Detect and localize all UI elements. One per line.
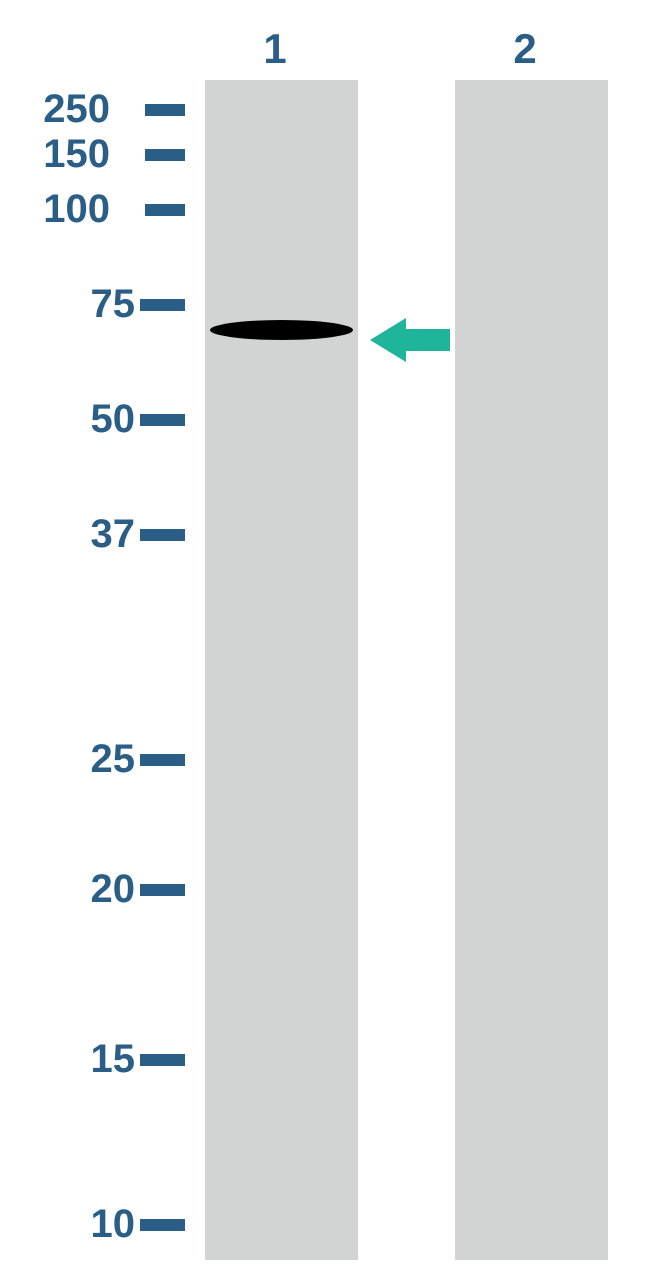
marker-label-37: 37: [55, 512, 135, 557]
protein-band: [210, 320, 353, 340]
marker-label-50: 50: [55, 397, 135, 442]
marker-label-100: 100: [30, 187, 110, 232]
marker-label-25: 25: [55, 737, 135, 782]
lane-2: [455, 80, 608, 1260]
lane-2-label: 2: [505, 25, 545, 73]
marker-label-15: 15: [55, 1037, 135, 1082]
marker-tick-100: [145, 204, 185, 216]
lane-1-label: 1: [255, 25, 295, 73]
marker-label-75: 75: [55, 282, 135, 327]
lane-1: [205, 80, 358, 1260]
marker-tick-250: [145, 104, 185, 116]
marker-tick-25: [140, 754, 185, 766]
marker-label-250: 250: [30, 87, 110, 132]
marker-tick-37: [140, 529, 185, 541]
marker-tick-150: [145, 149, 185, 161]
marker-tick-15: [140, 1054, 185, 1066]
indicator-arrow-icon: [370, 315, 450, 365]
marker-tick-50: [140, 414, 185, 426]
marker-label-20: 20: [55, 867, 135, 912]
marker-label-150: 150: [30, 132, 110, 177]
marker-tick-75: [140, 299, 185, 311]
blot-container: 1 2 250150 100 75 50 37 25 20 15 10: [0, 0, 650, 1270]
marker-tick-10: [140, 1219, 185, 1231]
marker-label-10: 10: [55, 1202, 135, 1247]
marker-tick-20: [140, 884, 185, 896]
